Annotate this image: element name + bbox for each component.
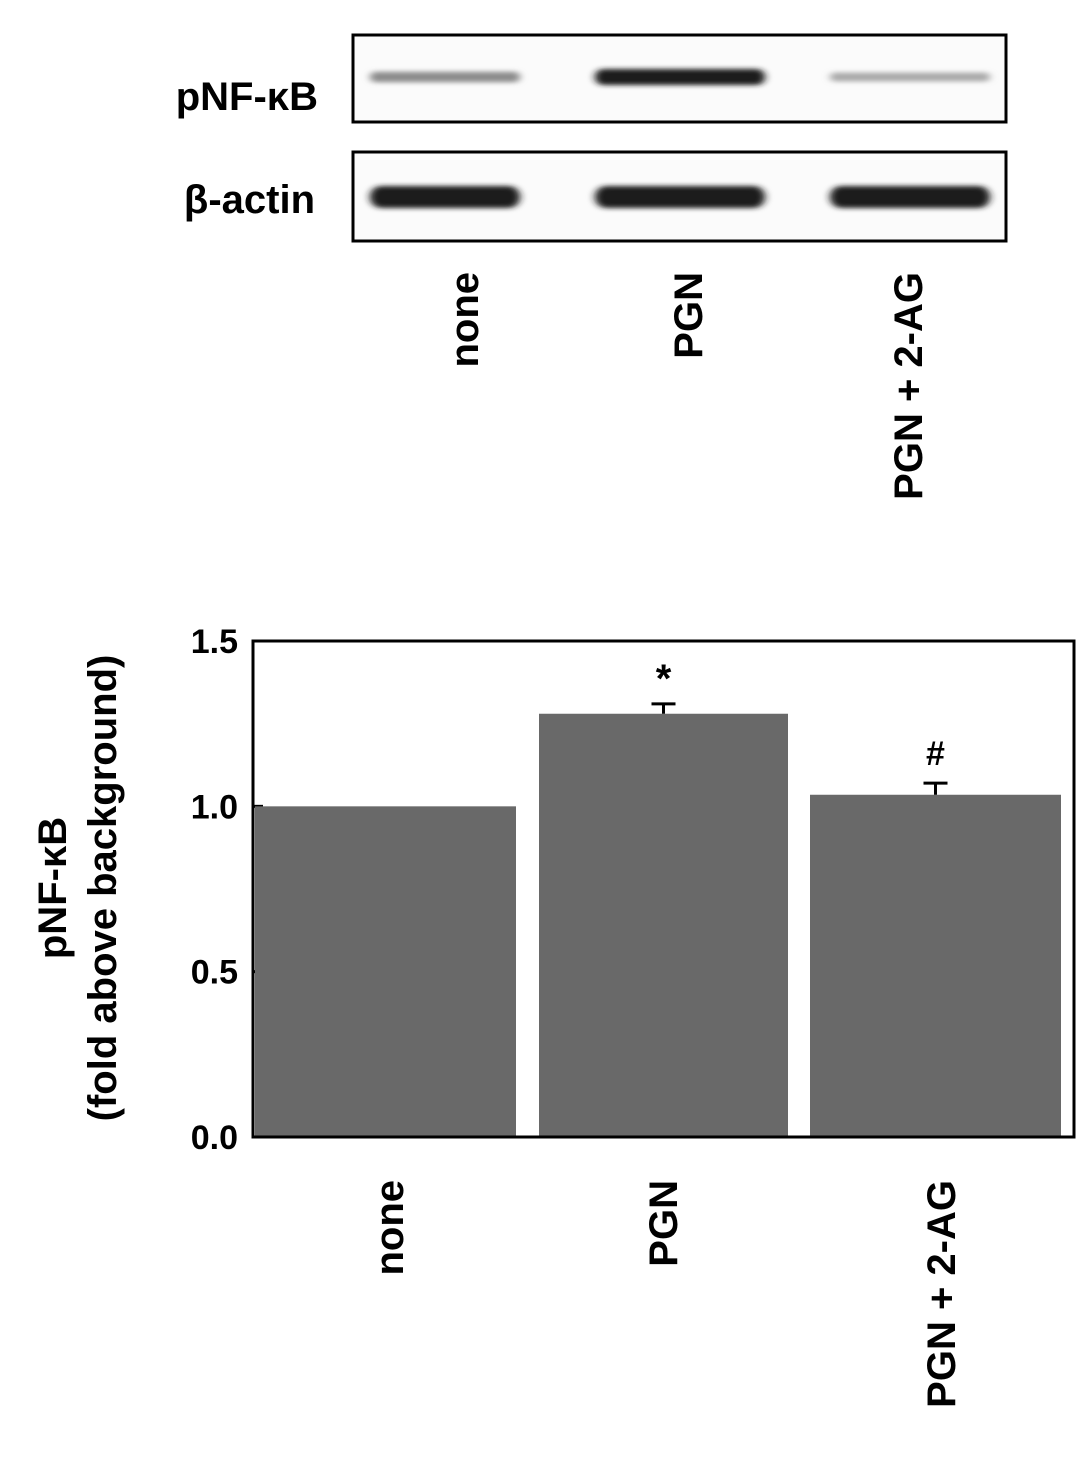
significance-marker: * [656, 657, 672, 701]
bars: *# [255, 657, 1061, 1137]
y-tick-label: 1.0 [191, 788, 238, 826]
blot-row-label-actin: β-actin [184, 178, 315, 222]
bar-chart: pNF-κB (fold above background) 0.0 0.5 1.0… [31, 623, 1076, 1408]
bar [539, 713, 788, 1137]
y-axis-label: pNF-κB [31, 817, 75, 959]
bar [255, 806, 516, 1137]
plot-frame [251, 639, 1076, 1139]
x-tick-label-pgn: PGN [642, 1180, 686, 1267]
blot-band [830, 186, 990, 208]
bar [810, 794, 1061, 1137]
y-tick-label: 0.0 [191, 1119, 238, 1157]
blot-band [370, 186, 520, 208]
blot-band [595, 69, 765, 85]
blot-band [595, 186, 765, 208]
y-tick-label: 1.5 [191, 623, 238, 661]
blot-band [830, 72, 990, 82]
blot-lane-label-none: none [443, 272, 487, 368]
x-tick-label-none: none [368, 1180, 412, 1276]
pnfkb-bands [370, 69, 990, 85]
y-ticks: 0.0 0.5 1.0 1.5 [191, 623, 263, 1157]
y-tick-label: 0.5 [191, 954, 238, 992]
blot-band [370, 71, 520, 83]
actin-bands [370, 186, 990, 208]
blot-lane-label-pgn-2ag: PGN + 2-AG [887, 272, 931, 500]
y-axis-label-secondary: (fold above background) [81, 655, 125, 1122]
blot-row-label-pnfkb: pNF-κB [176, 75, 318, 119]
blot-lane-label-pgn: PGN [667, 272, 711, 359]
western-blot: pNF-κB β-actin none PGN PGN + 2-AG [176, 33, 1008, 500]
x-tick-label-pgn-2ag: PGN + 2-AG [920, 1180, 964, 1408]
significance-marker: # [926, 735, 945, 773]
